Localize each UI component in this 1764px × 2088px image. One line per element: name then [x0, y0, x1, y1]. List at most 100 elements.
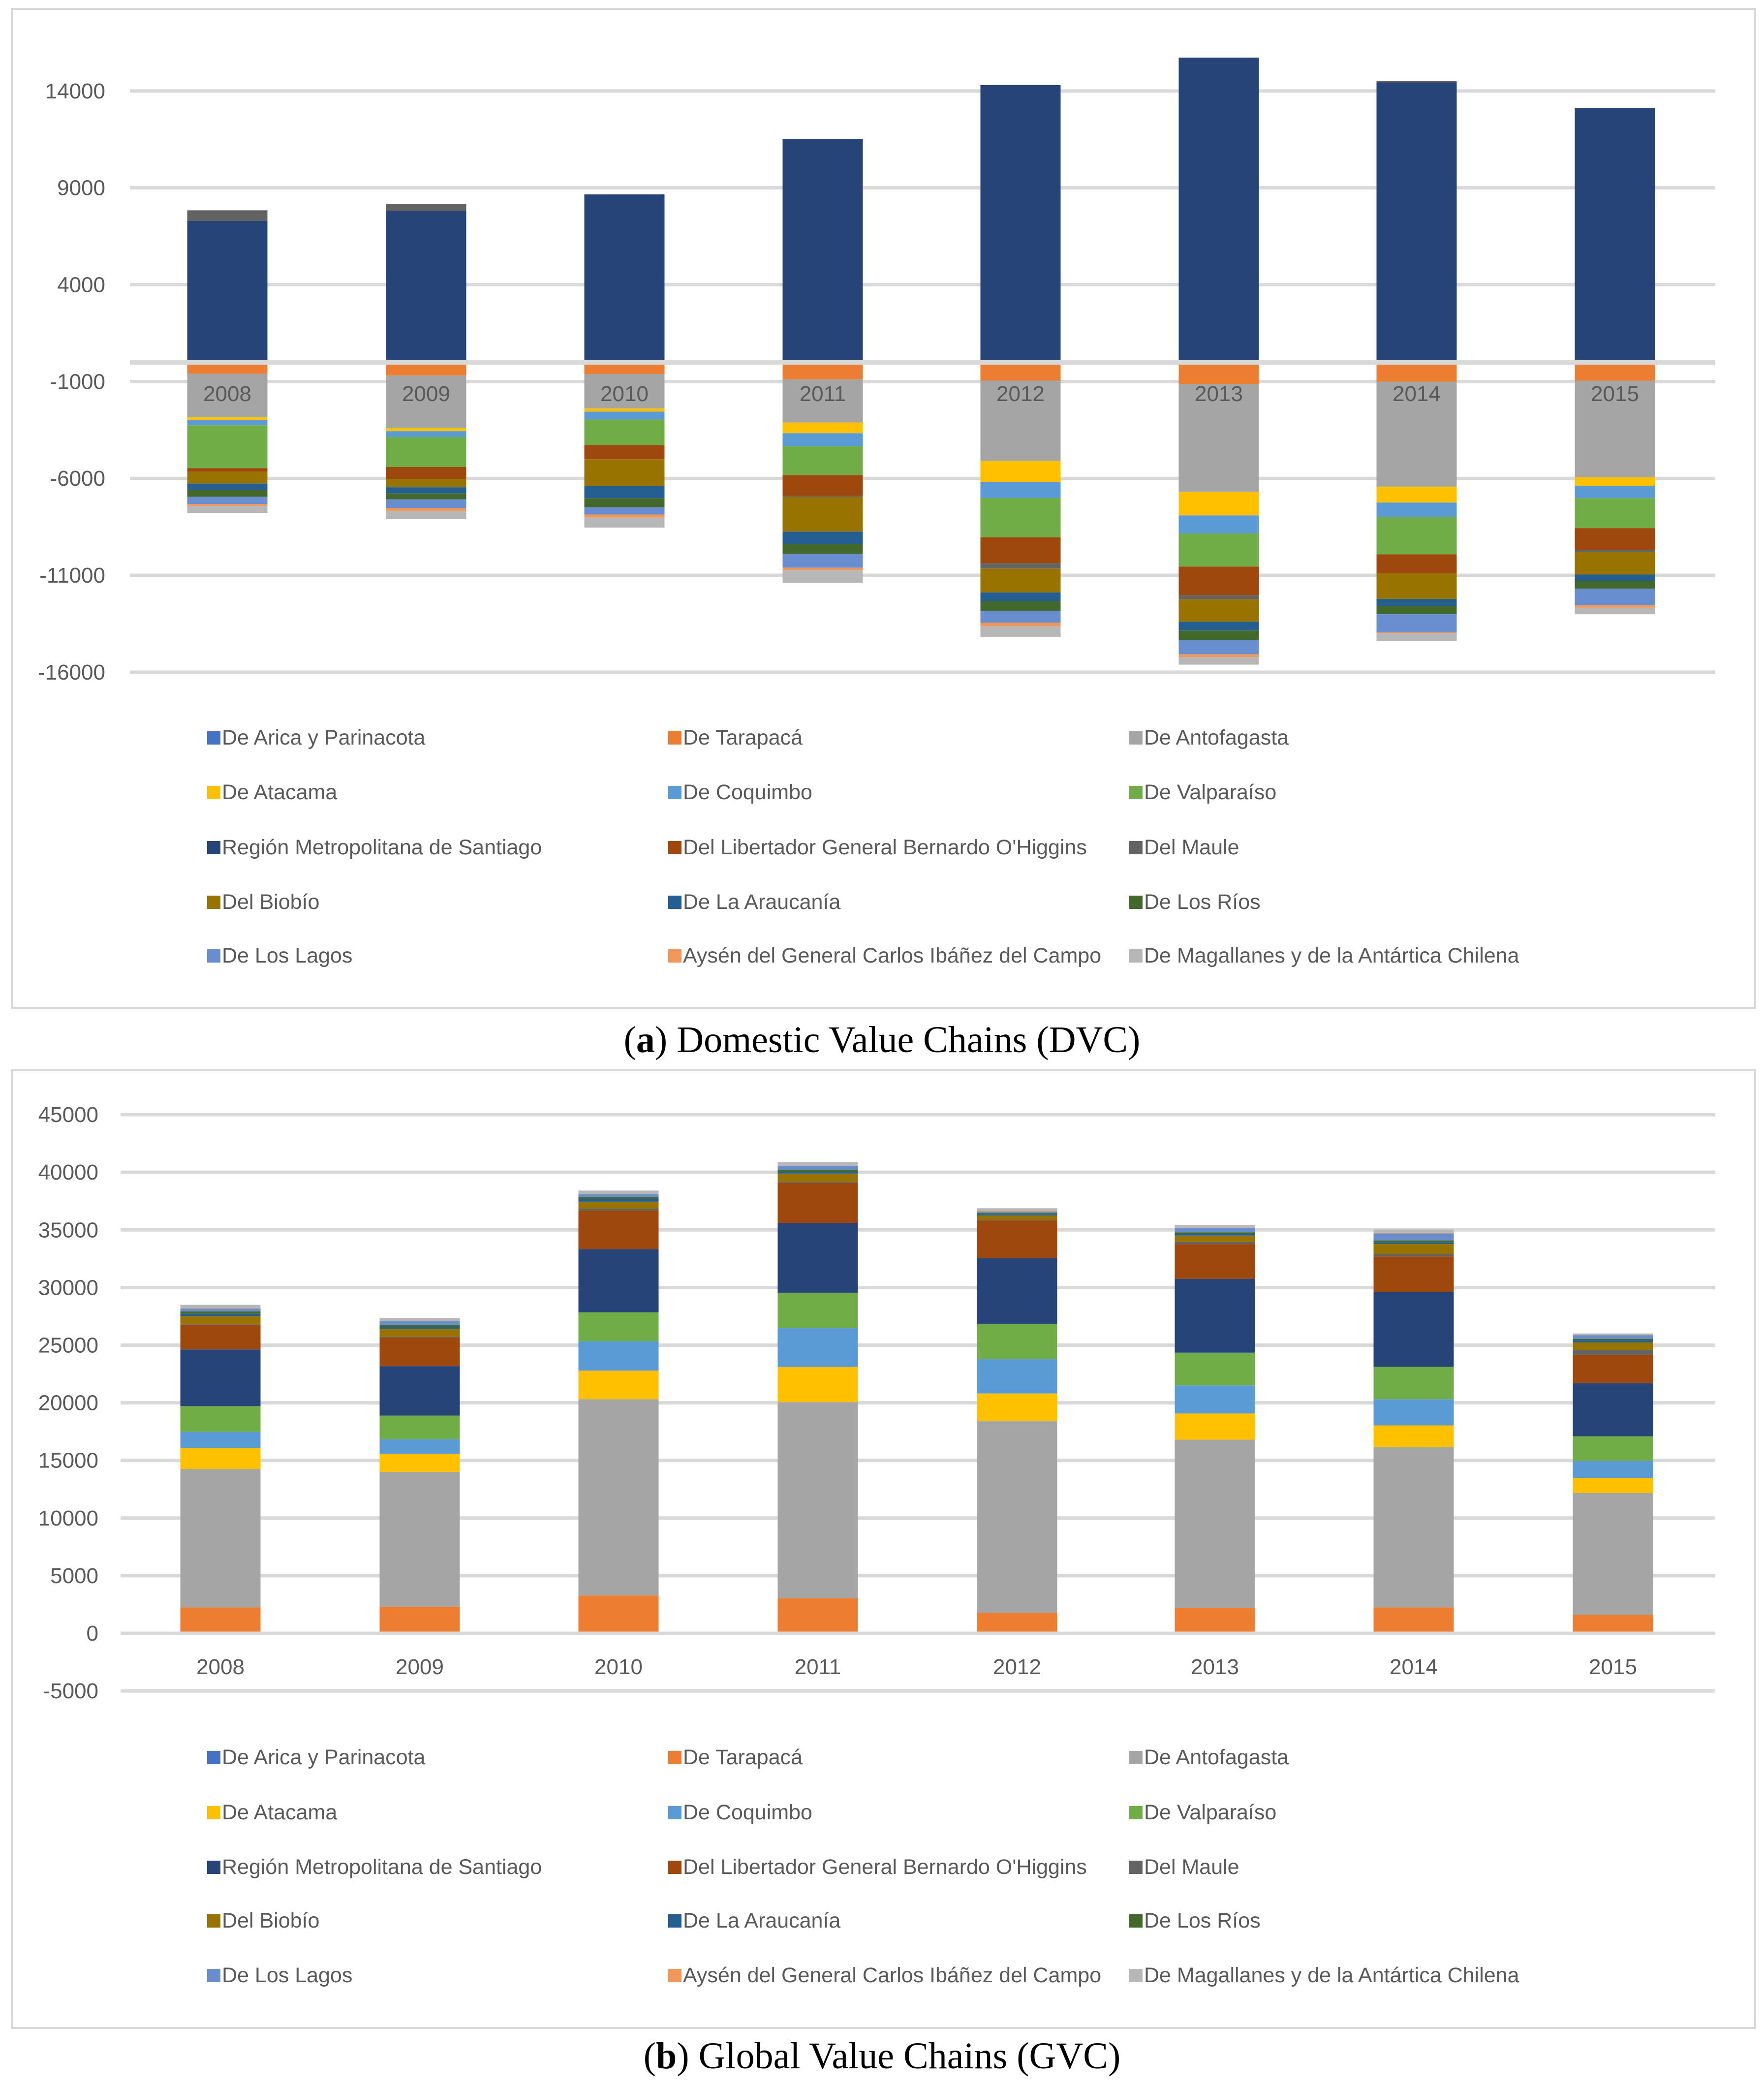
bar-segment-a-2013-1 [1178, 364, 1259, 384]
bar-segment-a-2009-6 [386, 211, 466, 362]
caption-a-label: a [636, 1019, 655, 1060]
bar-segment-b-2015-11 [1573, 1339, 1653, 1340]
bar-segment-b-2014-3 [1373, 1425, 1454, 1447]
bar-segment-b-2011-1 [777, 1598, 858, 1633]
bar-segment-b-2013-8 [1175, 1242, 1255, 1245]
legend-swatch [1129, 896, 1143, 909]
legend-label: De Los Lagos [222, 1963, 352, 1987]
legend-label: Aysén del General Carlos Ibáñez del Camp… [683, 1963, 1101, 1987]
legend-label: De Magallanes y de la Antártica Chilena [1144, 1963, 1519, 1987]
legend-swatch [1129, 1806, 1143, 1819]
bar-segment-b-2012-12 [977, 1211, 1057, 1214]
bar-segment-a-2014-5 [1376, 516, 1457, 555]
bar-segment-a-2011-3 [782, 422, 863, 434]
caption-b-text: Global Value Chains (GVC) [698, 2035, 1121, 2077]
bar-segment-a-2009-12 [386, 499, 466, 508]
bar-segment-a-2011-6 [782, 139, 863, 362]
bar-segment-b-2011-7 [777, 1183, 858, 1223]
bar-segment-b-2011-9 [777, 1173, 858, 1182]
y-tick-label: -11000 [39, 563, 105, 588]
bar-segment-b-2013-12 [1175, 1228, 1255, 1233]
y-tick-label: 5000 [50, 1564, 98, 1588]
caption-b-label: b [656, 2035, 677, 2077]
legend-label: De Coquimbo [683, 780, 812, 804]
bar-segment-b-2010-12 [578, 1194, 659, 1197]
bar-segment-a-2013-6 [1178, 58, 1259, 363]
bar-segment-a-2014-9 [1376, 573, 1457, 599]
bar-segment-a-2011-10 [782, 531, 863, 544]
bar-segment-a-2008-6 [187, 220, 268, 362]
bar-segment-b-2014-8 [1373, 1254, 1454, 1257]
legend-swatch [207, 841, 220, 854]
y-tick-label: 20000 [38, 1391, 98, 1415]
bar-segment-a-2009-9 [386, 479, 466, 488]
bar-segment-a-2013-7 [1178, 566, 1259, 595]
legend-label: De Arica y Parinacota [222, 1745, 426, 1769]
bar-segment-b-2015-10 [1573, 1340, 1653, 1343]
chart-a-frame [11, 8, 1756, 1009]
bar-segment-a-2011-11 [782, 544, 863, 554]
legend-swatch [668, 1861, 681, 1874]
bar-segment-a-2012-4 [980, 482, 1061, 498]
x-tick-label: 2012 [993, 1655, 1041, 1679]
bar-segment-a-2011-4 [782, 433, 863, 447]
bar-segment-b-2014-14 [1373, 1229, 1454, 1233]
bar-segment-a-2008-8 [187, 210, 268, 221]
legend-swatch [1129, 1969, 1143, 1982]
bar-segment-a-2015-12 [1575, 589, 1655, 605]
bar-segment-b-2008-13 [180, 1308, 261, 1309]
bar-segment-b-2013-1 [1175, 1608, 1255, 1633]
legend-label: De La Araucanía [683, 1909, 840, 1932]
legend-swatch [207, 1806, 220, 1819]
bar-segment-b-2012-6 [977, 1258, 1057, 1324]
bar-segment-a-2011-8 [782, 496, 863, 497]
bar-segment-b-2014-13 [1373, 1232, 1454, 1234]
legend-label: Del Libertador General Bernardo O'Higgin… [683, 1855, 1087, 1879]
y-tick-label: -6000 [50, 467, 105, 491]
bar-segment-a-2013-11 [1178, 630, 1259, 640]
bar-segment-b-2011-2 [777, 1402, 858, 1599]
bar-segment-a-2013-13 [1178, 654, 1259, 657]
bar-segment-a-2010-11 [584, 498, 665, 508]
legend-swatch [668, 786, 681, 799]
legend-label: De Atacama [222, 780, 337, 804]
x-tick-label: 2013 [1191, 1655, 1239, 1679]
bar-segment-b-2010-1 [578, 1595, 659, 1633]
bar-segment-b-2009-6 [379, 1366, 460, 1416]
legend-swatch [668, 731, 681, 745]
bar-segment-a-2014-11 [1376, 606, 1457, 615]
bar-segment-b-2013-10 [1175, 1234, 1255, 1236]
bar-segment-a-2015-14 [1575, 607, 1655, 615]
bar-segment-a-2008-7 [187, 468, 268, 472]
legend-label: De Valparaíso [1144, 1801, 1276, 1824]
bar-segment-b-2009-7 [379, 1338, 460, 1367]
bar-segment-b-2008-1 [180, 1607, 261, 1633]
x-tick-label: 2011 [800, 382, 846, 406]
bar-segment-a-2014-10 [1376, 598, 1457, 606]
bar-segment-b-2009-10 [379, 1327, 460, 1329]
bar-segment-b-2014-6 [1373, 1292, 1454, 1367]
bar-segment-b-2015-9 [1573, 1342, 1653, 1350]
x-tick-label: 2008 [196, 1655, 245, 1679]
bar-segment-a-2014-12 [1376, 614, 1457, 633]
legend-swatch [207, 1861, 220, 1874]
bar-segment-a-2012-3 [980, 461, 1061, 482]
bar-segment-b-2013-7 [1175, 1244, 1255, 1279]
y-tick-label: 25000 [38, 1334, 98, 1358]
bar-segment-b-2010-11 [578, 1197, 659, 1200]
legend-label: Del Maule [1144, 836, 1239, 859]
bar-segment-b-2010-5 [578, 1312, 659, 1341]
bar-segment-b-2010-8 [578, 1208, 659, 1211]
bar-segment-b-2015-3 [1573, 1478, 1653, 1493]
bar-segment-b-2012-4 [977, 1359, 1057, 1394]
legend-swatch [1129, 1861, 1143, 1874]
bar-segment-a-2015-8 [1575, 550, 1655, 552]
bar-segment-b-2015-14 [1573, 1333, 1653, 1335]
bar-segment-a-2009-2 [386, 375, 466, 428]
bar-segment-a-2008-5 [187, 425, 268, 468]
bar-segment-a-2015-13 [1575, 605, 1655, 608]
bar-segment-a-2011-1 [782, 364, 863, 379]
bar-segment-b-2014-4 [1373, 1399, 1454, 1426]
legend-swatch [1129, 841, 1143, 854]
bar-segment-a-2014-13 [1376, 632, 1457, 633]
